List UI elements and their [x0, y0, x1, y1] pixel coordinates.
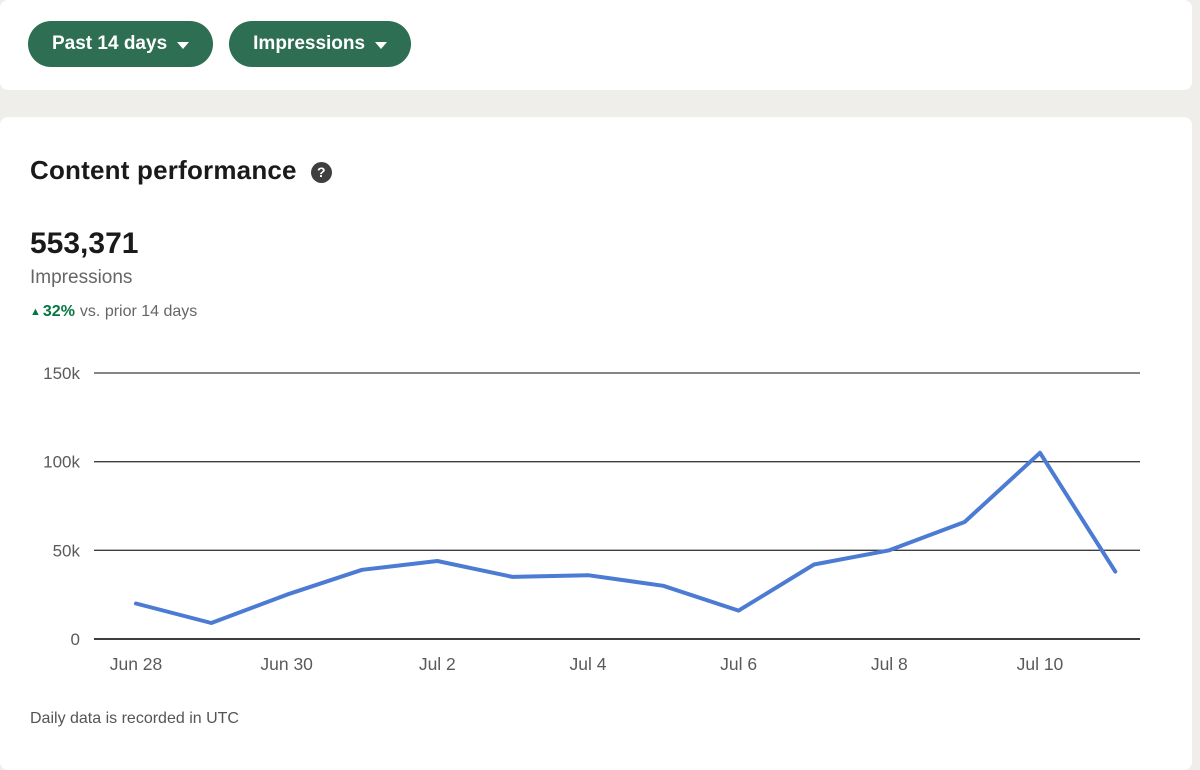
date-range-filter-label: Past 14 days [52, 33, 168, 54]
trend-percent: ▲ 32% [30, 303, 75, 321]
date-range-filter-button[interactable]: Past 14 days [28, 21, 214, 67]
x-axis-tick-label: Jun 28 [110, 654, 163, 674]
y-axis-tick-label: 0 [71, 630, 80, 649]
chevron-down-icon [177, 41, 190, 49]
metric-filter-label: Impressions [253, 33, 366, 54]
page-title: Content performance [30, 155, 297, 185]
help-icon[interactable]: ? [310, 161, 332, 183]
content-performance-card: Content performance ? 553,371 Impression… [0, 117, 1192, 770]
filter-bar: Past 14 days Impressions [0, 0, 1192, 67]
trend-summary: ▲ 32% vs. prior 14 days [30, 303, 197, 321]
impressions-chart[interactable]: 0 50k 100k 150k Jun 28 Jun 30 Jul 2 Jul 4 Jul 6 J… [0, 350, 1200, 680]
trend-suffix: vs. prior 14 days [79, 303, 198, 320]
x-axis-tick-label: Jul 6 [720, 654, 757, 674]
y-axis-tick-label: 50k [53, 541, 81, 560]
y-axis-tick-label: 100k [43, 453, 80, 472]
filter-bar-card: Past 14 days Impressions [0, 0, 1192, 90]
impressions-metric-label: Impressions [30, 267, 133, 288]
chart-footnote: Daily data is recorded in UTC [30, 710, 239, 727]
impressions-total-value: 553,371 [30, 227, 139, 260]
trend-percent-value: 32% [42, 303, 75, 320]
x-axis-tick-label: Jul 10 [1017, 654, 1064, 674]
card-title-row: Content performance ? [30, 155, 332, 186]
x-axis-tick-label: Jul 8 [871, 654, 908, 674]
chart-canvas[interactable]: 0 50k 100k 150k Jun 28 Jun 30 Jul 2 Jul 4 Jul 6 J… [0, 350, 1200, 680]
chevron-down-icon [375, 41, 388, 49]
x-axis-tick-label: Jun 30 [260, 654, 313, 674]
x-axis-tick-label: Jul 2 [419, 654, 456, 674]
trend-up-icon: ▲ [30, 306, 41, 318]
impressions-trend-line [134, 450, 1118, 625]
y-axis-tick-label: 150k [43, 364, 80, 383]
x-axis-tick-label: Jul 4 [569, 654, 606, 674]
metric-filter-button[interactable]: Impressions [229, 21, 412, 67]
